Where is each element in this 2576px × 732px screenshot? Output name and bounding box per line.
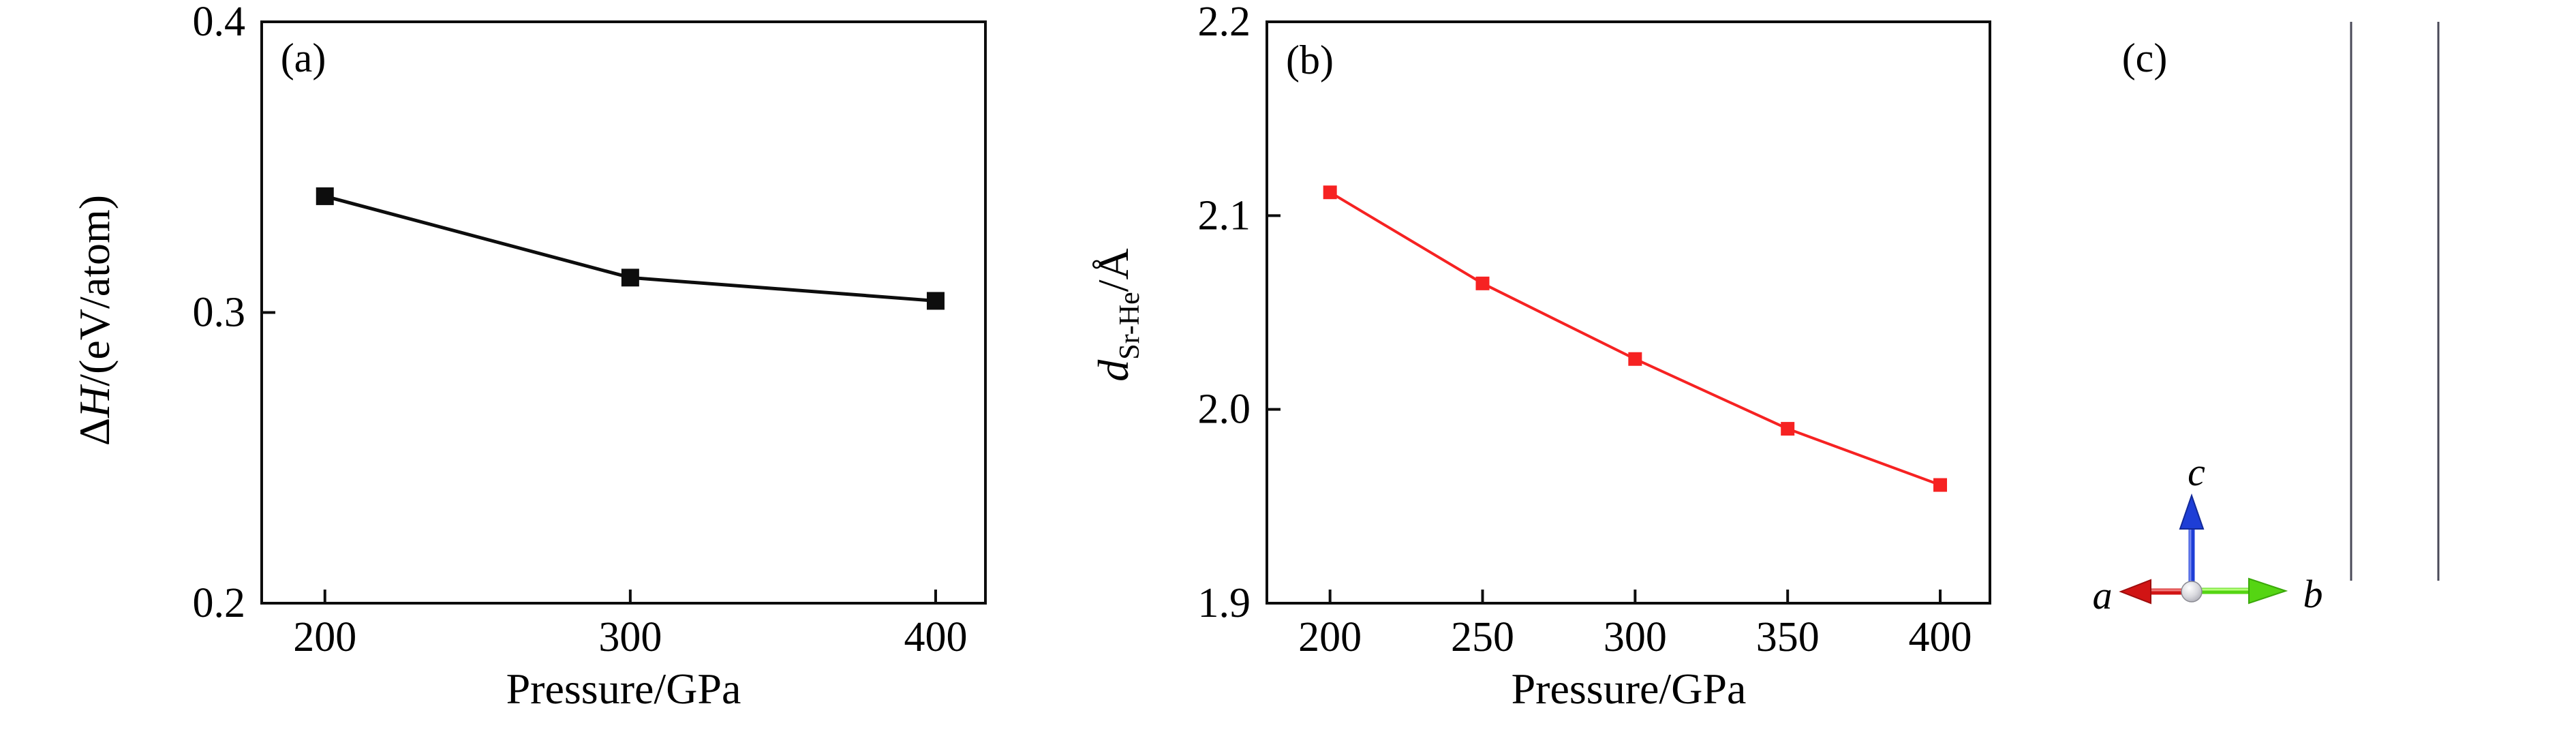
c-axis-arrowhead-icon <box>2179 493 2205 530</box>
axis-gizmo: a b c <box>2093 450 2323 617</box>
plot-frame-a <box>260 20 987 605</box>
a-axis-arrowhead-icon <box>2119 579 2151 605</box>
data-point-marker <box>316 187 334 205</box>
a-axis-shaft-highlight <box>2148 589 2192 592</box>
c-axis-shaft-highlight <box>2189 525 2192 592</box>
y-axis-title-b-sub: Sr-He <box>1114 292 1146 359</box>
x-tick-label: 200 <box>1298 614 1362 660</box>
y-axis-title-b-unit: /Å <box>1089 248 1137 292</box>
gizmo-origin-sphere-icon <box>2181 581 2203 603</box>
unit-cell <box>2350 22 2440 581</box>
y-axis-title-a: ΔH/(eV/atom) <box>70 195 119 446</box>
y-tick-label: 0.4 <box>193 0 246 45</box>
x-axis-title-b: Pressure/GPa <box>1512 665 1747 713</box>
y-axis-title-a-unit: /(eV/atom) <box>70 195 119 386</box>
chart-b-dynamic: 200 250 300 350 400 1.9 2.0 2.1 2.2 <box>1198 0 1972 660</box>
x-tick-label: 300 <box>1604 614 1667 660</box>
y-axis-title-b-symbol: d <box>1089 359 1137 382</box>
y-tick-label: 2.0 <box>1198 386 1251 433</box>
x-tick-label: 400 <box>904 614 967 660</box>
y-tick-label: 0.3 <box>193 290 246 336</box>
y-axis-title-a-symbol: H <box>70 384 119 418</box>
data-point-marker <box>621 269 639 287</box>
b-axis-shaft <box>2192 588 2250 594</box>
data-point-marker <box>926 292 945 310</box>
x-tick-label: 250 <box>1451 614 1514 660</box>
b-axis-shaft-highlight <box>2192 588 2250 591</box>
data-point-marker <box>1781 422 1795 436</box>
plot-frame-b <box>1266 20 1991 605</box>
panel-b: (b) 200 250 300 350 400 1.9 2.0 2.1 2.2 Pressure… <box>1089 0 1991 713</box>
panel-a: (a) 200 300 400 0.2 0.3 0.4 Pressure/GPa ΔH/(… <box>70 0 987 713</box>
x-tick-label: 200 <box>293 614 356 660</box>
data-line <box>1329 191 1941 487</box>
y-tick-label: 1.9 <box>1198 580 1251 626</box>
x-tick-label: 400 <box>1909 614 1972 660</box>
y-axis-title-b: dSr-He/Å <box>1089 248 1146 381</box>
a-axis-label: a <box>2093 573 2113 617</box>
x-axis-title-a: Pressure/GPa <box>506 665 741 713</box>
y-tick-label: 0.2 <box>193 580 246 626</box>
a-axis-shaft <box>2148 588 2192 595</box>
y-axis-title-a-delta: Δ <box>70 418 119 446</box>
b-axis-arrowhead-icon <box>2248 577 2288 605</box>
data-point-marker <box>1933 478 1948 492</box>
data-point-marker <box>1628 352 1642 366</box>
data-point-marker <box>1323 185 1337 200</box>
panel-tag-a: (a) <box>281 35 326 80</box>
c-axis-shaft <box>2188 525 2195 592</box>
c-axis-label: c <box>2188 450 2205 494</box>
chart-a-dynamic: 200 300 400 0.2 0.3 0.4 <box>193 0 968 660</box>
y-tick-label: 2.2 <box>1198 0 1251 45</box>
panel-tag-b: (b) <box>1286 37 1334 82</box>
x-tick-label: 300 <box>598 614 662 660</box>
y-tick-label: 2.1 <box>1198 192 1251 239</box>
data-point-marker <box>1475 276 1490 290</box>
panel-c: (c) a b c <box>2093 22 2440 617</box>
b-axis-label: b <box>2303 572 2323 616</box>
x-tick-label: 350 <box>1756 614 1820 660</box>
panel-tag-c: (c) <box>2122 35 2168 80</box>
